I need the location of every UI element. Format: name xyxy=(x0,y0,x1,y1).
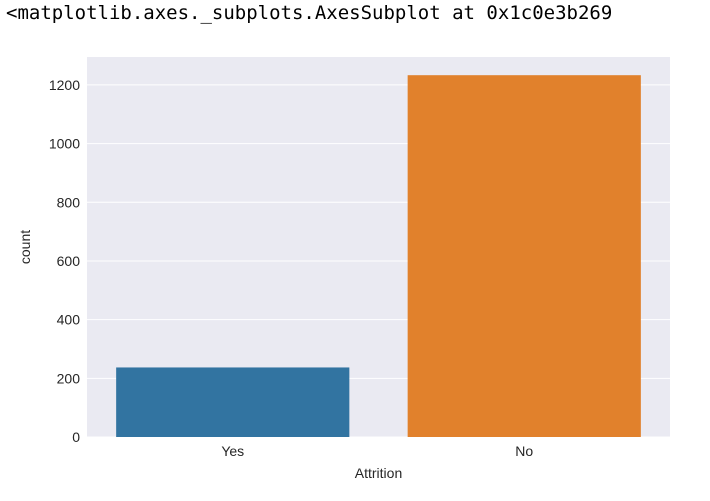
bar-yes xyxy=(116,367,350,437)
x-tick-label: Yes xyxy=(221,443,244,459)
y-tick-label: 0 xyxy=(72,429,80,445)
y-tick-label: 1000 xyxy=(49,136,80,152)
y-tick-label: 600 xyxy=(57,253,81,269)
bar-no xyxy=(407,75,641,437)
x-axis-ticks: Yes No xyxy=(221,443,533,459)
y-tick-label: 800 xyxy=(57,194,81,210)
y-tick-label: 400 xyxy=(57,312,81,328)
y-axis-label: count xyxy=(17,230,33,264)
x-tick-label: No xyxy=(515,443,533,459)
y-tick-label: 200 xyxy=(57,370,81,386)
y-tick-label: 1200 xyxy=(49,77,80,93)
cell-output-text: <matplotlib.axes._subplots.AxesSubplot a… xyxy=(6,2,613,24)
x-axis-label: Attrition xyxy=(355,465,402,481)
bars xyxy=(116,75,641,437)
y-axis-ticks: 0 200 400 600 800 1000 1200 xyxy=(49,77,80,445)
